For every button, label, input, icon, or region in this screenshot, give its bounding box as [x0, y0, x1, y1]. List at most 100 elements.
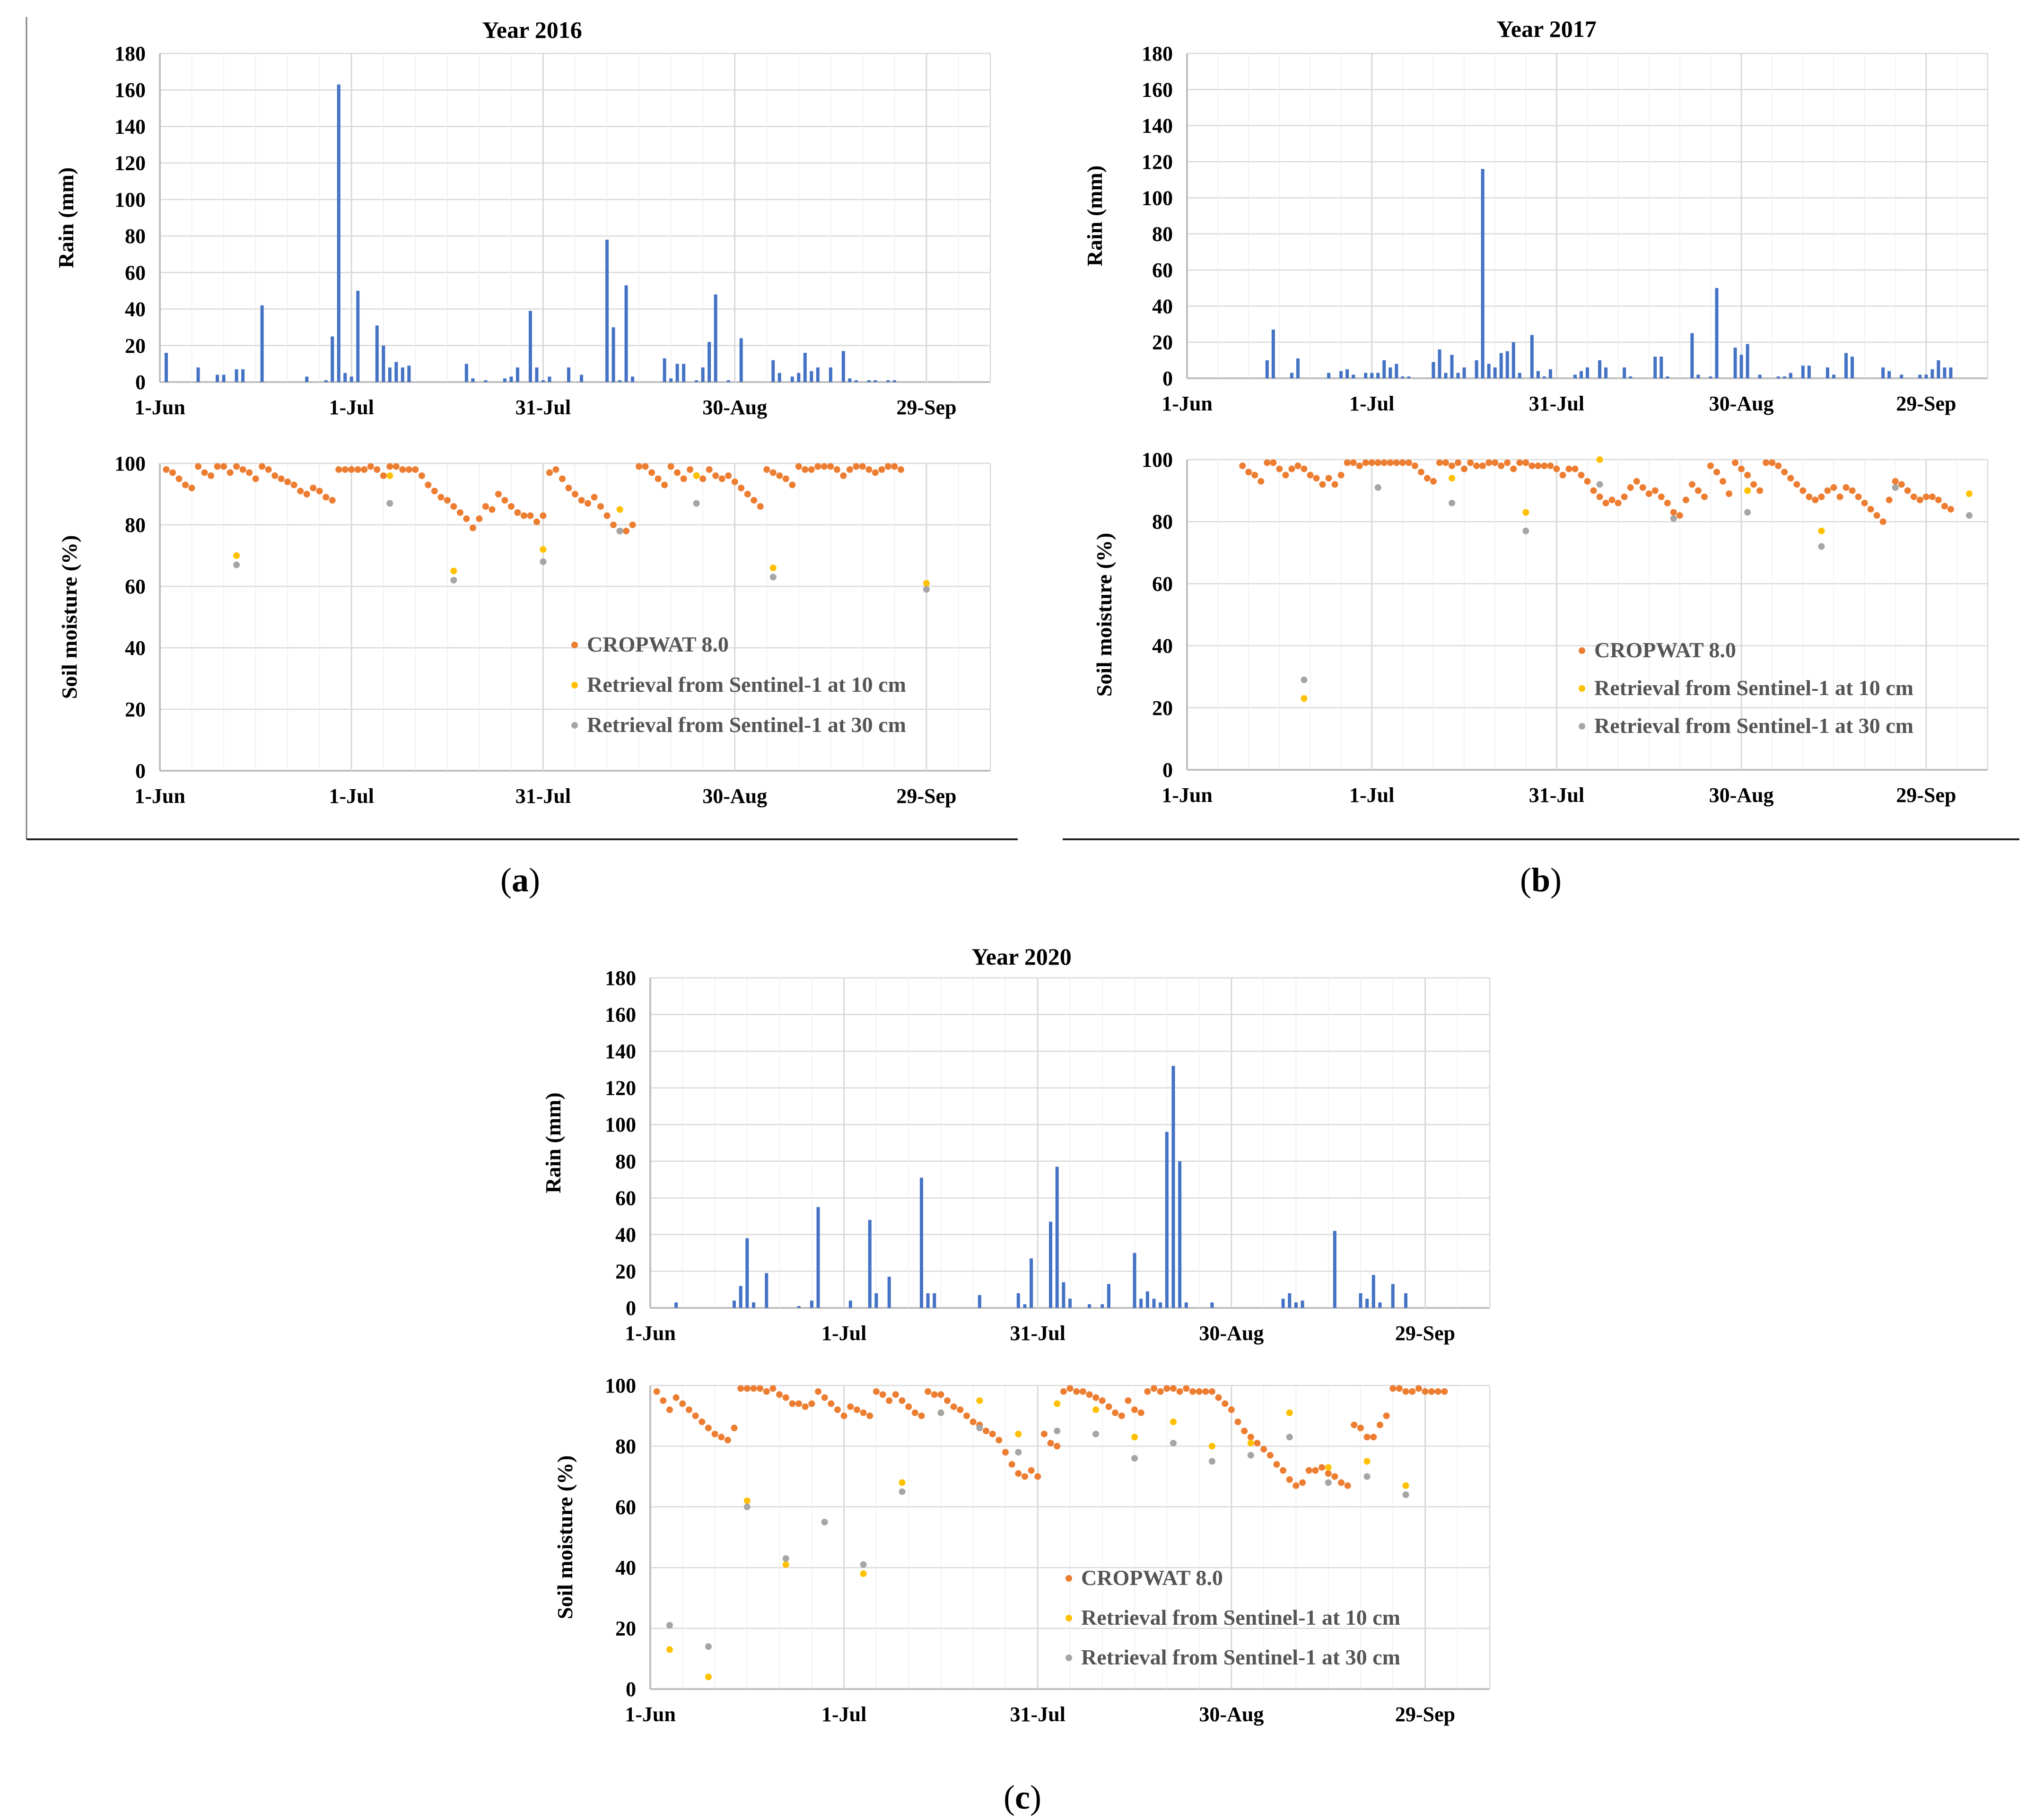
- soil-point-a-0: [623, 528, 630, 534]
- soil-point-a-0: [214, 463, 221, 470]
- legend-marker-a-0: [571, 642, 578, 648]
- soil-point-c-2: [1247, 1452, 1254, 1459]
- soil-point-c-1: [1402, 1482, 1409, 1489]
- rain-bar-a: [797, 373, 801, 382]
- soil-point-b-0: [1799, 487, 1807, 494]
- rain-bar-a: [701, 367, 705, 382]
- soil-point-b-2: [1818, 543, 1825, 550]
- soil-point-b-0: [1793, 481, 1800, 488]
- soil-point-c-0: [1434, 1388, 1441, 1395]
- soil-point-a-0: [718, 475, 725, 482]
- rain-bar-b: [1401, 376, 1405, 378]
- soil-point-c-0: [718, 1434, 725, 1441]
- legend-label-c-1: Retrieval from Sentinel-1 at 10 cm: [1081, 1605, 1400, 1629]
- soil-point-c-2: [1054, 1428, 1061, 1435]
- soil-point-b-1: [1448, 475, 1455, 482]
- soil-point-b-0: [1270, 459, 1277, 466]
- rain-xtick-label-a: 30-Aug: [702, 396, 767, 419]
- soil-point-a-0: [859, 463, 866, 470]
- soil-series-c-2: [666, 1409, 1409, 1650]
- soil-ytick-label-b: 20: [1152, 697, 1173, 720]
- soil-point-c-0: [925, 1388, 932, 1395]
- soil-point-a-0: [188, 485, 195, 491]
- rain-bar-a: [708, 342, 711, 382]
- rain-bar-b: [1629, 376, 1633, 378]
- rain-bar-c: [1152, 1298, 1156, 1308]
- soil-point-c-1: [1015, 1430, 1022, 1437]
- soil-point-c-0: [1286, 1476, 1293, 1483]
- soil-point-a-2: [386, 500, 393, 507]
- soil-point-a-0: [744, 491, 751, 497]
- soil-point-c-0: [1415, 1385, 1422, 1392]
- soil-point-b-1: [1522, 509, 1529, 516]
- rain-bar-b: [1487, 364, 1491, 378]
- soil-point-a-0: [495, 491, 502, 497]
- soil-point-b-0: [1584, 478, 1591, 485]
- rain-bar-a: [343, 373, 347, 382]
- rain-bar-c: [1159, 1302, 1162, 1308]
- soil-point-c-0: [815, 1388, 821, 1395]
- soil-series-a-0: [163, 463, 904, 534]
- soil-point-b-0: [1405, 459, 1412, 466]
- soil-point-a-0: [674, 469, 681, 476]
- rain-bar-c: [1301, 1300, 1304, 1308]
- soil-point-c-0: [1105, 1403, 1112, 1410]
- rain-bar-a: [528, 311, 532, 382]
- legend-b: CROPWAT 8.0 Retrieval from Sentinel-1 at …: [1579, 638, 1913, 738]
- soil-point-a-1: [693, 472, 700, 479]
- soil-point-b-0: [1824, 487, 1831, 494]
- rain-bar-c: [1145, 1291, 1149, 1308]
- rain-bar-b: [1364, 373, 1368, 378]
- panel-b: Year 2017 0 20 40 60 80 100 120 140 160 180 1-Jun 1-…: [1083, 16, 1989, 899]
- rain-bar-a: [471, 378, 475, 382]
- rain-bar-a: [605, 239, 609, 382]
- soil-point-b-0: [1886, 496, 1893, 504]
- soil-point-b-0: [1879, 518, 1887, 525]
- rain-bar-b: [1666, 376, 1669, 378]
- soil-point-b-0: [1720, 478, 1727, 485]
- panel-label-close-b: ): [1550, 861, 1562, 899]
- soil-point-c-0: [1151, 1385, 1157, 1392]
- soil-ytick-label-c: 100: [605, 1374, 636, 1397]
- soil-point-b-0: [1282, 471, 1289, 479]
- panel-label-a: (a): [500, 861, 540, 899]
- soil-point-c-0: [1273, 1461, 1280, 1468]
- soil-point-b-0: [1929, 493, 1936, 500]
- soil-point-c-1: [1286, 1409, 1293, 1416]
- rain-bar-a: [611, 327, 615, 382]
- soil-point-a-0: [706, 466, 713, 473]
- soil-ytick-label-b: 60: [1152, 572, 1173, 595]
- soil-point-a-0: [316, 488, 323, 495]
- soil-ytick-label-a: 40: [125, 636, 146, 660]
- soil-point-c-0: [1305, 1467, 1312, 1474]
- rain-bar-c: [1281, 1298, 1285, 1308]
- legend-label-a-1: Retrieval from Sentinel-1 at 10 cm: [587, 672, 906, 697]
- soil-point-a-0: [680, 475, 687, 482]
- soil-point-c-2: [899, 1488, 906, 1495]
- soil-point-b-0: [1639, 484, 1646, 491]
- soil-point-b-0: [1941, 503, 1948, 510]
- soil-point-c-0: [1170, 1385, 1177, 1392]
- soil-point-a-0: [297, 488, 304, 495]
- soil-point-c-0: [679, 1400, 686, 1407]
- rain-bar-b: [1536, 371, 1540, 378]
- soil-point-b-0: [1830, 484, 1837, 491]
- rain-ytick-label-a: 100: [114, 188, 146, 211]
- soil-ytick-label-c: 20: [615, 1617, 636, 1640]
- soil-point-c-0: [937, 1391, 944, 1398]
- soil-point-c-0: [905, 1403, 912, 1410]
- soil-point-c-0: [789, 1400, 796, 1407]
- soil-point-b-0: [1331, 481, 1338, 488]
- rain-bar-c: [745, 1238, 749, 1308]
- soil-point-a-0: [565, 485, 572, 491]
- soil-point-b-0: [1258, 478, 1265, 485]
- soil-point-b-0: [1695, 487, 1702, 494]
- soil-point-c-0: [860, 1409, 867, 1416]
- rain-ytick-label-a: 80: [125, 225, 146, 248]
- soil-point-c-0: [1376, 1421, 1383, 1428]
- rain-bar-b: [1407, 376, 1411, 378]
- soil-point-b-0: [1368, 459, 1375, 466]
- soil-point-a-0: [520, 512, 527, 519]
- soil-point-a-0: [552, 466, 559, 473]
- soil-point-b-0: [1713, 469, 1720, 476]
